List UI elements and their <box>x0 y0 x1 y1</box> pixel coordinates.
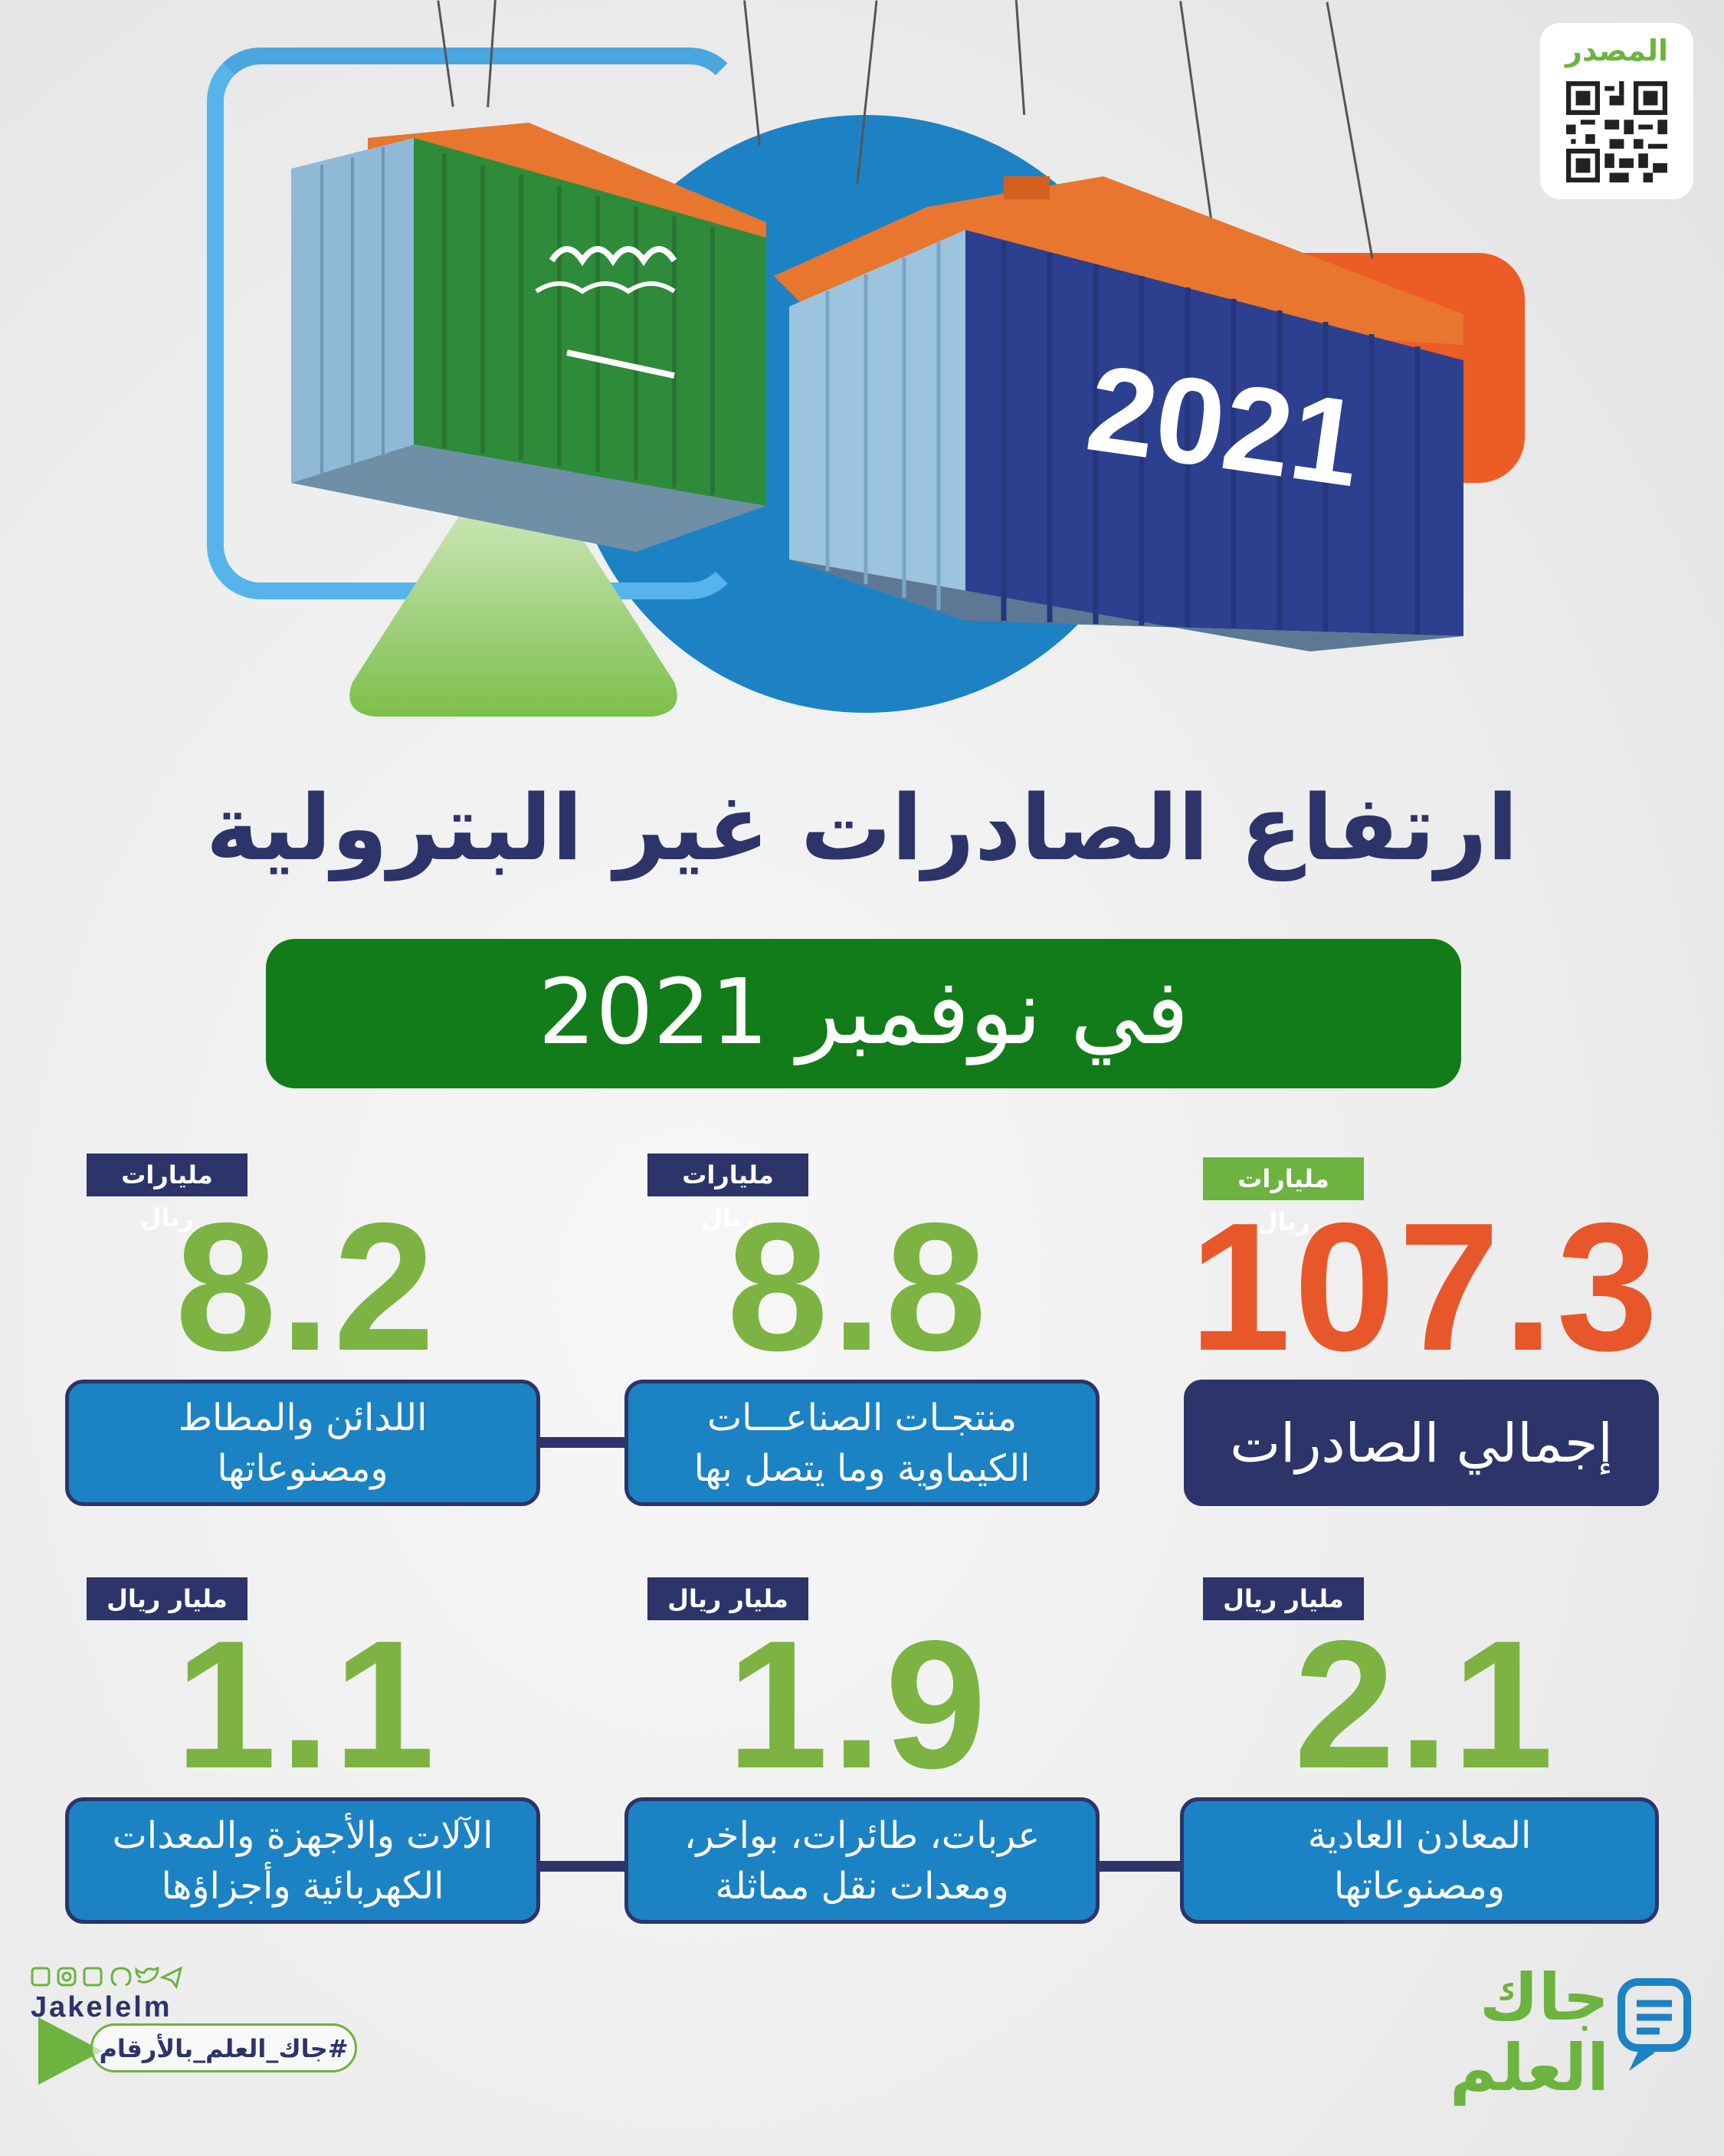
stat-value: 107.3 <box>1189 1186 1661 1389</box>
telegram-icon <box>159 1966 183 1990</box>
chat-bubble-icon <box>1617 1978 1691 2071</box>
row-connector <box>540 1437 624 1448</box>
unit-tag: مليار ريال <box>647 1577 808 1620</box>
source-card[interactable]: المصدر <box>1540 23 1693 199</box>
stat-label-line: ومصنوعاتها <box>1333 1864 1506 1908</box>
unit-tag: مليارات ريال <box>1203 1157 1364 1236</box>
stat-label-box: الآلات والأجهزة والمعدات الكهربائية وأجز… <box>65 1797 540 1924</box>
saudi-flag-container <box>291 123 766 552</box>
unit-tag: مليارات ريال <box>87 1153 247 1232</box>
stat-label-box: منتجـات الصناعـــات الكيماوية وما يتصل ب… <box>624 1380 1100 1506</box>
stat-label-line: منتجـات الصناعـــات <box>706 1396 1018 1439</box>
page-title: ارتفاع الصادرات غير البترولية <box>205 775 1519 881</box>
hero-green-triangle <box>349 465 677 717</box>
stat-label-box: المعادن العادية ومصنوعاتها <box>1180 1797 1659 1924</box>
stat-label-line: الكهربائية وأجزاؤها <box>161 1864 444 1908</box>
year-container: 2021 <box>774 176 1463 651</box>
stat-label-line: ومصنوعاتها <box>217 1446 388 1490</box>
twitter-icon <box>135 1966 159 1984</box>
facebook-icon <box>31 1967 51 1987</box>
source-label: المصدر <box>1565 34 1669 67</box>
linkedin-icon <box>83 1967 103 1987</box>
play-icon <box>38 2017 103 2085</box>
social-handle: Jakelelm <box>31 1991 172 2023</box>
stat-label-line: الآلات والأجهزة والمعدات <box>112 1813 493 1857</box>
brand-line1: جاك <box>1479 1960 1609 2035</box>
snapchat-icon <box>110 1967 132 1987</box>
stat-label-box: اللدائن والمطاط ومصنوعاتها <box>65 1380 540 1506</box>
qr-code-icon[interactable] <box>1566 81 1667 182</box>
row-connector <box>540 1861 624 1872</box>
stat-value: 8.8 <box>726 1186 990 1389</box>
stat-label-line: الكيماوية وما يتصل بها <box>693 1446 1031 1490</box>
stat-value: 1.9 <box>726 1603 990 1807</box>
stat-value: 8.2 <box>175 1186 438 1389</box>
stat-value: 1.1 <box>175 1603 438 1807</box>
stat-label-line: ومعدات نقل مماثلة <box>715 1864 1009 1908</box>
brand-line2: العلم <box>1450 2030 1609 2105</box>
unit-tag: مليار ريال <box>87 1577 247 1620</box>
brand-logo: جاك العلم <box>1450 1947 1693 2131</box>
crane-cable <box>1014 0 1026 115</box>
unit-tag: مليار ريال <box>1203 1577 1364 1620</box>
stat-label-line: المعادن العادية <box>1307 1813 1532 1857</box>
page-subtitle: في نوفمبر 2021 <box>266 939 1461 1088</box>
stat-label-line: إجمالي الصادرات <box>1230 1411 1613 1475</box>
instagram-icon <box>57 1967 77 1987</box>
stat-label-line: اللدائن والمطاط <box>178 1396 428 1439</box>
stat-label-line: عربات، طائرات، بواخر، <box>683 1813 1041 1857</box>
stat-label-box: إجمالي الصادرات <box>1184 1380 1659 1506</box>
row-connector <box>1100 1861 1180 1872</box>
stat-value: 2.1 <box>1293 1603 1557 1807</box>
unit-tag: مليارات ريال <box>647 1153 808 1232</box>
hashtag-pill: #جاك_العلم_بالأرقام <box>90 2023 357 2072</box>
social-icons <box>31 1966 183 1990</box>
stat-label-box: عربات، طائرات، بواخر، ومعدات نقل مماثلة <box>624 1797 1100 1924</box>
